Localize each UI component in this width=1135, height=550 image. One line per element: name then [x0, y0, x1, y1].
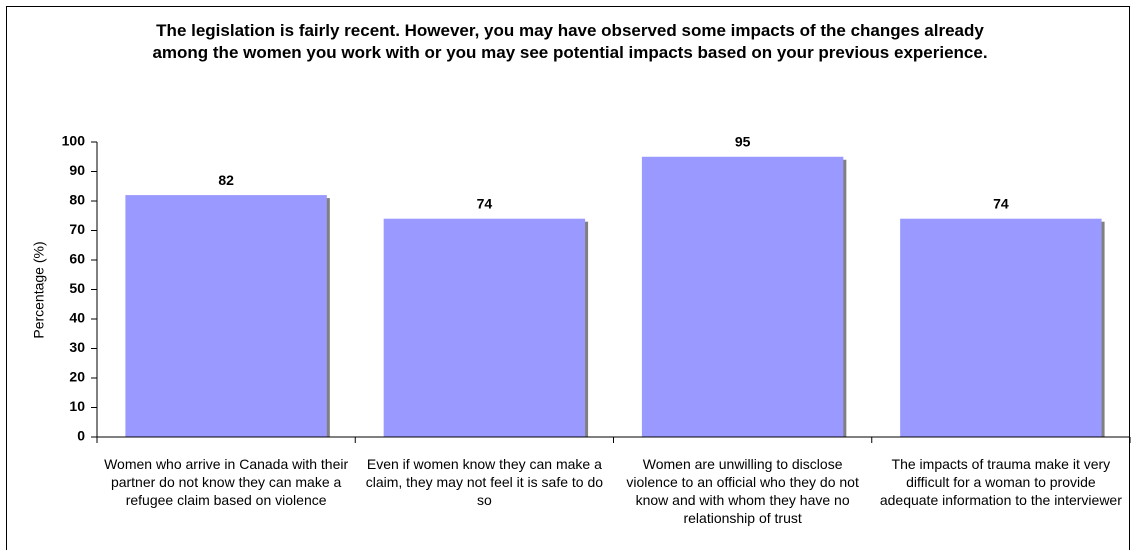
y-tick-label: 40	[69, 310, 85, 326]
bar	[125, 195, 327, 437]
x-tick-label: Women who arrive in Canada with their pa…	[104, 456, 349, 508]
value-label: 95	[735, 133, 751, 149]
y-tick-label: 20	[69, 369, 85, 385]
y-tick-label: 10	[69, 398, 85, 414]
y-tick-label: 50	[69, 280, 85, 296]
value-label: 74	[993, 195, 1009, 211]
bar	[900, 218, 1102, 437]
bar	[641, 156, 844, 437]
bar	[383, 218, 586, 437]
y-tick-label: 90	[69, 162, 85, 178]
y-tick-label: 30	[69, 339, 85, 355]
y-tick-label: 0	[77, 428, 85, 444]
y-axis-label: Percentage (%)	[31, 241, 47, 338]
chart-title: The legislation is fairly recent. Howeve…	[152, 21, 988, 62]
y-tick-label: 100	[62, 133, 86, 149]
x-tick-label: Even if women know they can make a claim…	[365, 456, 604, 508]
y-tick-label: 70	[69, 221, 85, 237]
x-tick-label: Women are unwilling to disclose violence…	[626, 456, 859, 526]
y-tick-label: 60	[69, 251, 85, 267]
y-tick-label: 80	[69, 192, 85, 208]
value-label: 82	[218, 172, 234, 188]
value-label: 74	[477, 195, 493, 211]
x-tick-label: The impacts of trauma make it very diffi…	[879, 456, 1122, 508]
